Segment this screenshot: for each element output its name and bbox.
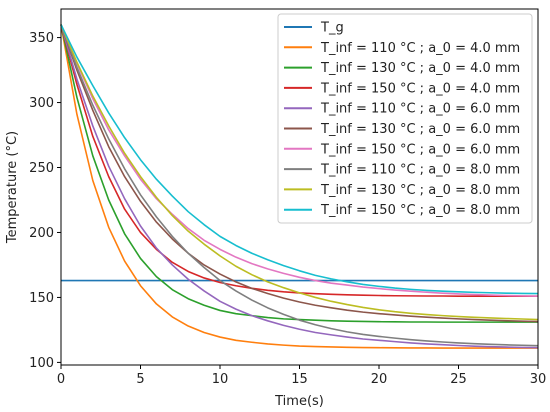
y-tick-label: 150 — [29, 291, 54, 306]
legend-entry-label: T_inf = 110 °C ; a_0 = 8.0 mm — [320, 163, 520, 178]
x-tick-label: 30 — [530, 372, 547, 387]
legend-entry-label: T_inf = 150 °C ; a_0 = 6.0 mm — [320, 142, 520, 157]
x-axis-label: Time(s) — [274, 394, 324, 409]
series-lines — [60, 24, 539, 349]
legend-entry-label: T_inf = 130 °C ; a_0 = 6.0 mm — [320, 122, 520, 137]
series-line-1 — [60, 24, 538, 349]
x-tick-label: 25 — [450, 372, 467, 387]
legend-entry-label: T_inf = 150 °C ; a_0 = 4.0 mm — [320, 81, 520, 96]
series-line-9 — [60, 24, 539, 295]
legend-entry-label: T_g — [320, 21, 344, 36]
series-line-8 — [60, 24, 539, 321]
series-line-7 — [60, 24, 539, 347]
x-tick-label: 20 — [371, 372, 388, 387]
series-line-5 — [60, 24, 539, 323]
legend-entry-label: T_inf = 130 °C ; a_0 = 8.0 mm — [320, 183, 520, 198]
x-tick-label: 0 — [57, 372, 65, 387]
y-tick-label: 100 — [29, 356, 54, 371]
x-tick-label: 10 — [212, 372, 229, 387]
legend-box — [277, 13, 533, 224]
legend-entry-label: T_inf = 110 °C ; a_0 = 6.0 mm — [320, 102, 520, 117]
series-line-4 — [60, 24, 539, 349]
y-tick-label: 250 — [29, 161, 54, 176]
legend-entry-label: T_inf = 150 °C ; a_0 = 8.0 mm — [320, 203, 520, 218]
x-axis-ticks: 0 5 10 15 20 25 30 — [57, 365, 546, 387]
y-tick-label: 350 — [29, 31, 54, 46]
legend-entry-label: T_inf = 110 °C ; a_0 = 4.0 mm — [320, 41, 520, 56]
series-line-6 — [60, 24, 539, 297]
y-axis-label: Temperature (°C) — [5, 131, 20, 244]
y-tick-label: 300 — [29, 96, 54, 111]
legend: T_g T_inf = 110 °C ; a_0 = 4.0 mm T_inf = … — [277, 13, 533, 224]
x-tick-label: 5 — [136, 372, 144, 387]
legend-entry-label: T_inf = 130 °C ; a_0 = 4.0 mm — [320, 61, 520, 76]
y-tick-label: 200 — [29, 226, 54, 241]
x-tick-label: 15 — [291, 372, 308, 387]
y-axis-ticks: 100 150 200 250 300 350 — [29, 31, 61, 371]
